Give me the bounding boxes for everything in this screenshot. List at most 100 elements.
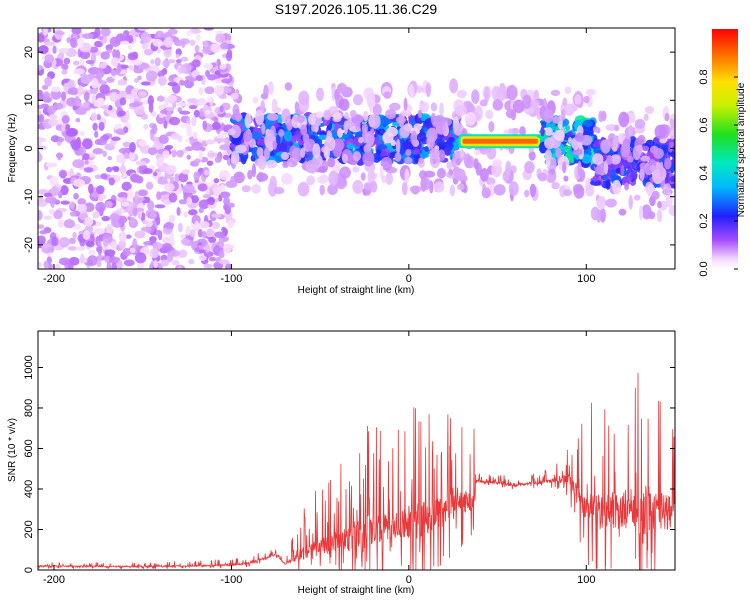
spectrogram-cell bbox=[358, 136, 364, 144]
spectrogram-cell bbox=[456, 183, 465, 191]
spectrogram-cell bbox=[198, 207, 204, 214]
spectrogram-cell bbox=[670, 175, 675, 182]
spectrogram-cell bbox=[600, 139, 611, 154]
spectrogram-cell bbox=[57, 152, 62, 161]
spectrogram-cell bbox=[202, 120, 208, 130]
spectrogram-cell bbox=[453, 122, 465, 136]
spectrogram-cell bbox=[267, 81, 274, 95]
spectrogram-cell bbox=[132, 207, 138, 217]
spectrogram-cell bbox=[180, 56, 189, 62]
spectrogram-cell bbox=[448, 168, 454, 176]
spectrogram-cell bbox=[143, 123, 149, 130]
spectrogram-cell bbox=[269, 175, 277, 192]
spectrogram-cell bbox=[278, 129, 285, 138]
spectrogram-cell bbox=[180, 238, 190, 246]
spectrogram-cell bbox=[600, 110, 607, 122]
spectrogram-cell bbox=[195, 74, 204, 82]
spectrogram-cell bbox=[202, 40, 209, 48]
spectrogram-cell bbox=[474, 149, 481, 156]
spectrogram-cell bbox=[533, 89, 540, 102]
spectrogram-cell bbox=[98, 121, 105, 131]
spectrogram-cell bbox=[669, 113, 675, 120]
spectrogram-cell bbox=[404, 168, 410, 184]
spectrogram-cell bbox=[540, 126, 545, 137]
spectrogram-cell bbox=[122, 141, 131, 148]
spectrogram-cell bbox=[175, 53, 180, 59]
spectrogram-cell bbox=[171, 149, 177, 158]
spectrogram-cell bbox=[164, 221, 175, 230]
spectrogram-ylabel: Frequency (Hz) bbox=[7, 114, 18, 183]
spectrogram-cell bbox=[206, 160, 214, 166]
spectrogram-cell bbox=[419, 101, 430, 113]
spectrogram-cell bbox=[188, 258, 195, 265]
spectrogram-cell bbox=[327, 183, 338, 195]
spectrogram-cell bbox=[221, 78, 232, 84]
spectrogram-cell bbox=[142, 219, 149, 225]
spectrogram-cell bbox=[233, 171, 245, 184]
spectrogram-cell bbox=[91, 78, 99, 89]
spectrogram-cell bbox=[581, 154, 592, 164]
spectrogram-cell bbox=[73, 179, 85, 188]
spectrogram-cell bbox=[346, 143, 355, 150]
spectrogram-cell bbox=[104, 143, 116, 151]
spectrogram-cell bbox=[471, 89, 480, 105]
spectrogram-cell bbox=[316, 87, 325, 102]
spectrogram-cell bbox=[150, 111, 157, 117]
spectrogram-cell bbox=[158, 113, 165, 118]
spectrogram-cell bbox=[266, 113, 279, 121]
spectrogram-cell bbox=[425, 82, 432, 98]
spectrogram-cell bbox=[654, 124, 667, 139]
spectrogram-cell bbox=[261, 122, 266, 135]
spectrogram-cell bbox=[388, 152, 396, 158]
spectrogram-cell bbox=[543, 108, 554, 124]
spectrogram-cell bbox=[627, 124, 633, 137]
spectrogram-cell bbox=[77, 203, 88, 213]
spectrogram-cell bbox=[280, 173, 293, 185]
spectrogram-cell bbox=[96, 260, 102, 268]
spectrogram-cell bbox=[111, 262, 118, 269]
spectrogram-cell bbox=[395, 138, 401, 154]
spectrogram-cell bbox=[95, 68, 105, 79]
spectrogram-cell bbox=[482, 183, 487, 194]
spectrogram-cell bbox=[562, 97, 568, 107]
spectrogram-cell bbox=[433, 181, 445, 193]
spectrogram-cell bbox=[408, 83, 415, 98]
spectrogram-cell bbox=[220, 42, 229, 50]
spectrogram-field bbox=[38, 28, 675, 269]
spectrogram-cell bbox=[96, 255, 105, 262]
spectrogram-cell bbox=[281, 108, 291, 124]
spectrogram-cell bbox=[603, 160, 609, 175]
spectrogram-cell bbox=[560, 108, 566, 121]
spectrogram-cell bbox=[177, 135, 183, 143]
spectrogram-cell bbox=[218, 250, 225, 259]
spectrogram-cell bbox=[574, 94, 582, 105]
spectrogram-cell bbox=[149, 248, 160, 259]
spectrogram-cell bbox=[664, 113, 670, 122]
spectrogram-cell bbox=[512, 99, 525, 114]
spectrogram-cell bbox=[644, 105, 655, 114]
spectrogram-cell bbox=[150, 58, 155, 65]
spectrogram-cell bbox=[247, 169, 253, 180]
spectrogram-cell bbox=[193, 171, 201, 181]
spectrogram-cell bbox=[137, 189, 147, 197]
spectrogram-cell bbox=[109, 36, 121, 48]
spectrogram-xtick-label: -100 bbox=[220, 273, 242, 285]
spectrogram-cell bbox=[100, 51, 110, 60]
spectrogram-cell bbox=[109, 213, 120, 222]
spectrogram-cell bbox=[505, 160, 512, 177]
spectrogram-cell bbox=[44, 54, 54, 63]
spectrogram-cell bbox=[230, 92, 239, 100]
spectrogram-cell bbox=[610, 154, 621, 165]
spectrogram-cell bbox=[73, 223, 82, 230]
spectrogram-cell bbox=[656, 209, 663, 223]
snr-xtick-label: -200 bbox=[43, 574, 65, 586]
spectrogram-cell bbox=[67, 246, 78, 251]
spectrogram-cell bbox=[264, 135, 277, 142]
spectrogram-cell bbox=[583, 95, 590, 104]
spectrogram-cell bbox=[85, 59, 95, 65]
spectrogram-cell bbox=[199, 150, 204, 161]
spectrogram-cell bbox=[43, 215, 53, 220]
spectrogram-cell bbox=[91, 94, 97, 105]
spectrogram-cell bbox=[74, 108, 87, 115]
